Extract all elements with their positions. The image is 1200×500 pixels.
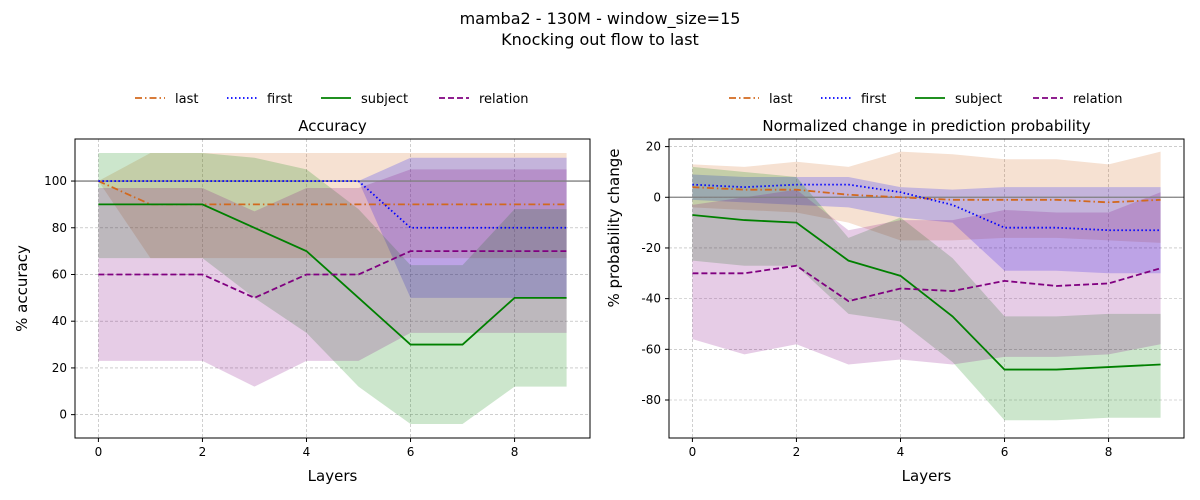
probability-y-tick-label-1: -60 [641,342,661,356]
accuracy-x-tick-label-2: 4 [303,445,311,459]
probability-legend-label-relation: relation [1073,92,1123,107]
probability-plot-frame [668,138,1185,439]
accuracy-band-first [98,157,567,298]
accuracy-legend-label-relation: relation [479,92,529,107]
accuracy-y-label: % accuracy [13,245,31,332]
probability-legend: last first subject relation [729,92,1123,107]
accuracy-x-ticks: 0 2 4 6 8 [95,438,519,459]
probability-line-relation [692,264,1161,303]
probability-y-tick-label-5: 20 [646,140,661,154]
probability-y-tick-label-0: -80 [641,393,661,407]
probability-legend-label-first: first [861,92,886,107]
probability-x-ticks: 0 2 4 6 8 [689,438,1113,459]
probability-y-tick-label-3: -20 [641,241,661,255]
probability-x-tick-label-2: 4 [897,445,905,459]
accuracy-legend-label-first: first [267,92,292,107]
accuracy-band-subject [98,153,567,424]
accuracy-y-tick-label-4: 80 [52,221,67,235]
probability-legend-label-subject: subject [955,92,1002,107]
accuracy-x-tick-label-0: 0 [95,445,103,459]
accuracy-bands [98,153,567,424]
accuracy-x-tick-label-3: 6 [407,445,415,459]
probability-x-tick-label-4: 8 [1105,445,1113,459]
accuracy-legend: last first subject relation [135,92,529,107]
probability-lines [692,183,1161,371]
probability-line-last [692,186,1161,204]
accuracy-x-tick-label-1: 2 [199,445,207,459]
probability-y-label: % probability change [605,148,623,307]
probability-y-tick-label-4: 0 [653,190,661,204]
accuracy-legend-label-subject: subject [361,92,408,107]
accuracy-line-first [98,180,567,229]
accuracy-y-ticks: 0 20 40 60 80 100 [44,174,75,422]
accuracy-y-tick-label-5: 100 [44,174,67,188]
probability-change-chart: last first subject relation Normalized chan… [605,92,1185,485]
accuracy-y-tick-label-0: 0 [59,408,67,422]
probability-line-subject [692,214,1161,371]
accuracy-y-tick-label-3: 60 [52,267,67,281]
accuracy-lines [98,180,567,346]
figure-title-line2: Knocking out flow to last [501,30,699,49]
accuracy-x-label: Layers [308,467,358,485]
probability-y-ticks: -80 -60 -40 -20 0 20 [641,140,669,407]
probability-x-tick-label-0: 0 [689,445,697,459]
accuracy-line-relation [98,250,567,299]
accuracy-chart-title: Accuracy [298,117,367,135]
probability-y-tick-label-2: -40 [641,292,661,306]
accuracy-y-tick-label-1: 20 [52,361,67,375]
probability-x-tick-label-3: 6 [1001,445,1009,459]
accuracy-band-relation [98,169,567,387]
accuracy-legend-label-last: last [175,92,198,107]
probability-chart-title: Normalized change in prediction probabil… [762,117,1090,135]
accuracy-y-tick-label-2: 40 [52,314,67,328]
probability-x-tick-label-1: 2 [793,445,801,459]
probability-band-subject [692,166,1161,421]
probability-band-relation [692,189,1161,365]
accuracy-x-tick-label-4: 8 [511,445,519,459]
probability-line-first [692,183,1161,232]
probability-bands [692,151,1161,421]
accuracy-band-last [98,153,567,259]
probability-legend-label-last: last [769,92,792,107]
accuracy-plot-frame [74,138,591,439]
probability-x-label: Layers [902,467,952,485]
figure-title-line1: mamba2 - 130M - window_size=15 [460,9,741,29]
